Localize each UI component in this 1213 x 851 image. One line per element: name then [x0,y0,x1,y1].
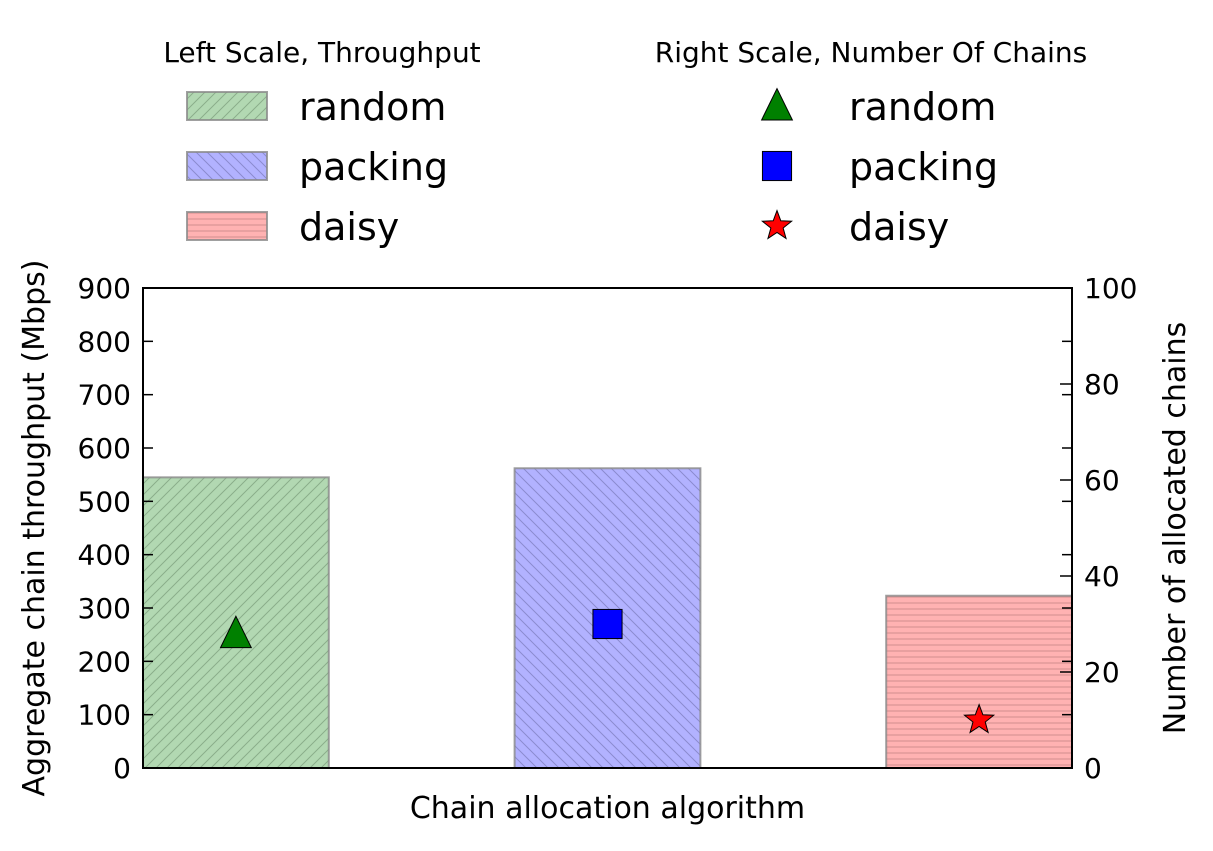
left-tick-label: 800 [78,325,131,358]
legend-throughput-label: daisy [299,205,399,249]
legend-throughput: Left Scale, Throughput random packing daisy [163,36,480,249]
legend-swatch-hatch-daisy [186,211,268,241]
right-tick-label: 100 [1084,272,1137,305]
legend-swatch-hatch-packing [186,151,268,181]
left-tick-label: 0 [113,752,131,785]
markers-layer [219,608,996,734]
legend-chains: Right Scale, Number Of Chains random packi… [655,36,1088,249]
legend-chains-label: random [849,85,996,129]
marker-daisy [963,703,996,734]
left-axis-label: Aggregate chain throughput (Mbps) [17,260,52,797]
left-axis-ticks: 0 100 200 300 400 500 600 700 800 900 [78,272,1072,785]
legend-throughput-label: packing [299,145,448,189]
legend-throughput-title: Left Scale, Throughput [163,36,480,69]
right-axis-ticks: 0 20 40 60 80 100 [1060,272,1137,785]
right-tick-label: 80 [1084,368,1120,401]
left-tick-label: 500 [78,485,131,518]
legend-marker-packing [761,150,793,182]
plot-area-frame [142,287,1073,769]
legend-marker-random [760,87,794,121]
marker-random [219,615,253,649]
legend-marker-daisy [760,209,794,240]
left-tick-label: 600 [78,432,131,465]
bar-hatch-daisy [885,594,1074,769]
left-tick-label: 200 [78,645,131,678]
x-axis-label: Chain allocation algorithm [410,791,805,826]
legend-chains-label: packing [849,145,998,189]
right-tick-label: 0 [1084,752,1102,785]
right-tick-label: 40 [1084,560,1120,593]
legend-throughput-label: random [299,85,446,129]
legend-chains-title: Right Scale, Number Of Chains [655,36,1088,69]
right-tick-label: 20 [1084,656,1120,689]
legend-chains-label: daisy [849,205,949,249]
marker-packing [592,608,623,640]
left-tick-label: 100 [78,699,131,732]
left-tick-label: 700 [78,379,131,412]
right-axis-label: Number of allocated chains [1158,322,1193,734]
left-tick-label: 300 [78,592,131,625]
left-tick-label: 900 [78,272,131,305]
left-tick-label: 400 [78,539,131,572]
legend-swatch-hatch-random [186,91,268,121]
right-tick-label: 60 [1084,464,1120,497]
